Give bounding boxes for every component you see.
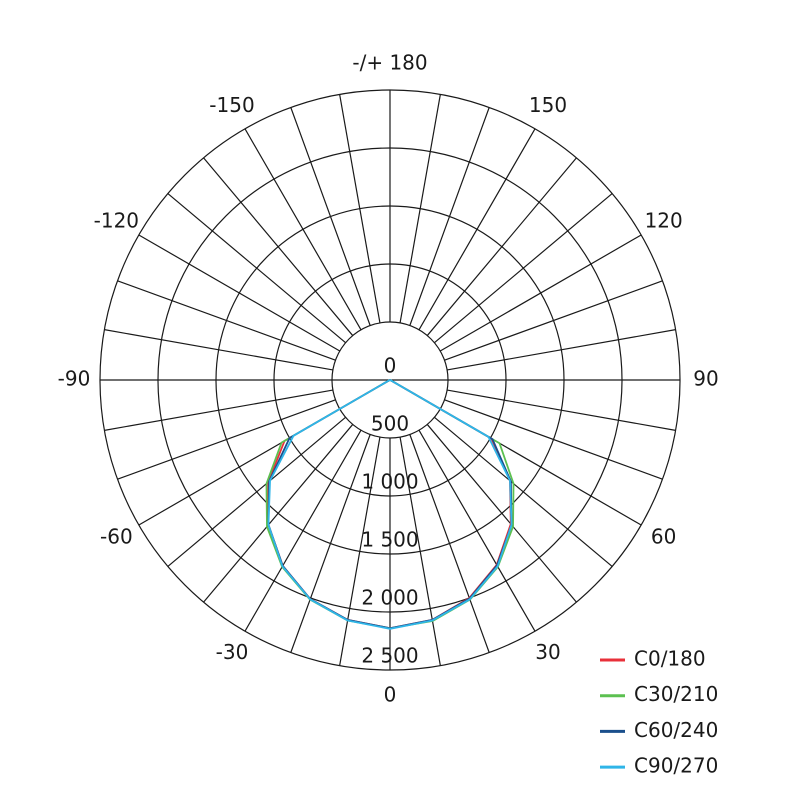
angle-label: 150 <box>529 93 567 117</box>
ring-label: 1 500 <box>361 528 418 552</box>
angle-label: -150 <box>209 93 254 117</box>
ring-label: 2 500 <box>361 644 418 668</box>
legend-label: C90/270 <box>634 754 718 778</box>
legend-label: C60/240 <box>634 718 718 742</box>
angle-label: -30 <box>216 640 249 664</box>
ring <box>157 147 623 613</box>
angle-label: -90 <box>58 367 91 391</box>
intensity-curve <box>267 379 513 630</box>
angle-label: 60 <box>651 525 676 549</box>
ring <box>99 89 681 671</box>
ring-label: 0 <box>384 354 397 378</box>
ring-label: 1 000 <box>361 470 418 494</box>
angle-label: 0 <box>384 683 397 707</box>
legend-label: C30/210 <box>634 682 718 706</box>
angle-label: 90 <box>693 367 718 391</box>
angle-label: 120 <box>645 209 683 233</box>
angle-label: -60 <box>100 525 133 549</box>
ring <box>273 263 507 497</box>
angle-label: 30 <box>535 640 560 664</box>
angle-label: -/+ 180 <box>352 51 427 75</box>
ring-label: 2 000 <box>361 586 418 610</box>
legend-label: C0/180 <box>634 647 706 671</box>
angle-label: -120 <box>94 209 139 233</box>
ring <box>331 321 449 439</box>
ring-label: 500 <box>371 412 409 436</box>
ring <box>215 205 565 555</box>
